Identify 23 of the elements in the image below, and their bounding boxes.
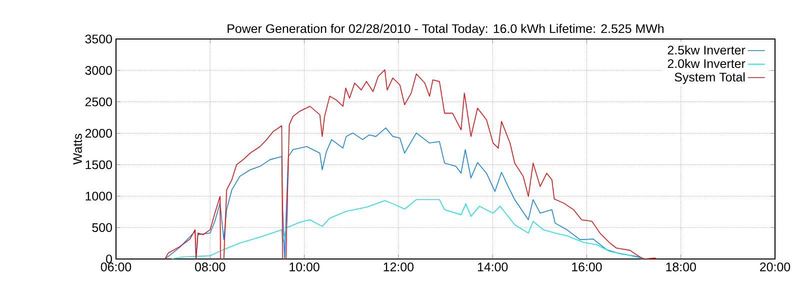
x-tick-label: 12:00: [384, 262, 414, 272]
x-tick-label: 14:00: [478, 262, 508, 272]
y-tick-label: 1000: [86, 192, 112, 201]
legend-label: 2.5kw Inverter: [668, 45, 746, 55]
y-tick-label: 3500: [85, 34, 112, 44]
y-tick-label: 1500: [86, 160, 112, 170]
x-tick-label: 20:00: [760, 262, 790, 272]
x-tick-label: 16:00: [572, 262, 602, 272]
line-series: [164, 69, 658, 259]
chart-title: Power Generation for 02/28/2010 - Total Today: 16.0 kWh Lifetime: 2.525 MWh: [228, 24, 664, 36]
x-tick-label: 08:00: [195, 262, 226, 272]
line-series: [171, 199, 644, 259]
legend-label: System Total: [674, 72, 745, 84]
y-tick-label: 0: [106, 254, 112, 264]
y-tick-label: 500: [92, 223, 112, 232]
x-tick-label: 10:00: [290, 262, 320, 272]
y-tick-label: 2000: [85, 128, 112, 138]
y-tick-label: 3000: [85, 66, 112, 75]
x-tick-label: 18:00: [666, 262, 696, 272]
legend-label: 2.0kw Inverter: [668, 58, 746, 68]
y-tick-label: 2500: [85, 97, 112, 106]
y-axis-title: Watts: [73, 134, 82, 165]
x-tick-label: 06:00: [100, 262, 132, 272]
